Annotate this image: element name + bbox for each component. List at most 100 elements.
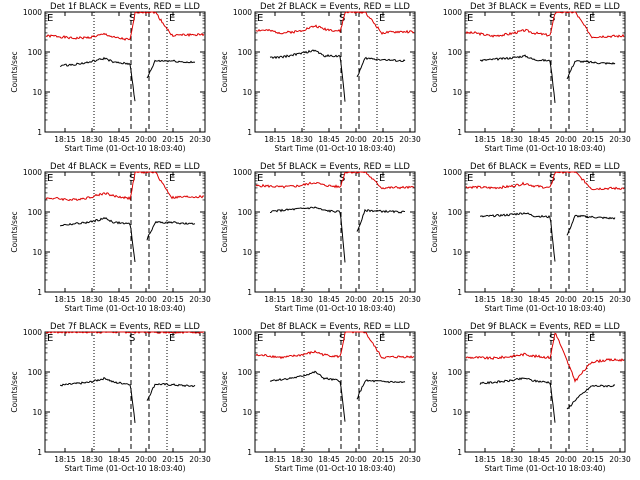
event-marker-label: E (169, 173, 175, 184)
events-series-line (479, 54, 616, 103)
x-tick-label: 18:15 (264, 455, 286, 464)
detector-panel-5: Det 5f BLACK = Events, RED = LLD 1 10 100 10… (220, 162, 421, 313)
y-tick-label: 10 (452, 408, 462, 417)
panel-title: Det 6f BLACK = Events, RED = LLD (470, 162, 620, 172)
y-tick-label: 1 (247, 448, 252, 457)
detector-panel-7: Det 7f BLACK = Events, RED = LLD 1 10 100 10… (10, 322, 211, 473)
x-tick-label: 18:30 (81, 455, 103, 464)
plot-frame (254, 331, 416, 453)
events-series-line (59, 376, 196, 423)
y-axis-label: Counts/sec (430, 371, 439, 412)
event-marker-label: E (379, 173, 385, 184)
panel-title: Det 2f BLACK = Events, RED = LLD (260, 2, 410, 12)
x-tick-label: 20:15 (582, 135, 604, 144)
y-axis-label: Counts/sec (10, 211, 19, 252)
y-tick-label: 1000 (233, 328, 252, 337)
event-marker-label: E (47, 13, 53, 24)
event-marker-label: E (47, 333, 53, 344)
lld-series-line (465, 332, 624, 383)
y-axis-label: Counts/sec (220, 211, 229, 252)
y-tick-label: 1000 (23, 328, 42, 337)
x-tick-label: 20:15 (372, 455, 394, 464)
x-tick-label: 18:30 (81, 135, 103, 144)
y-tick-label: 1 (247, 128, 252, 137)
y-tick-label: 1000 (233, 168, 252, 177)
x-tick-label: 18:30 (291, 135, 313, 144)
plot-frame (464, 331, 626, 453)
x-tick-label: 18:15 (264, 295, 286, 304)
lld-series-line (465, 171, 625, 191)
y-tick-label: 1 (37, 128, 42, 137)
panel-title: Det 8f BLACK = Events, RED = LLD (260, 322, 410, 332)
y-tick-label: 10 (452, 88, 462, 97)
y-tick-label: 100 (448, 368, 463, 377)
y-tick-label: 1000 (443, 168, 462, 177)
x-axis-label: Start Time (01-Oct-10 18:03:40) (484, 464, 605, 473)
plot-frame (44, 11, 206, 133)
y-tick-label: 10 (242, 408, 252, 417)
x-tick-label: 18:15 (54, 135, 76, 144)
x-tick-label: 18:15 (474, 135, 496, 144)
x-tick-label: 20:00 (135, 135, 157, 144)
x-axis-label: Start Time (01-Oct-10 18:03:40) (64, 144, 185, 153)
x-axis-label: Start Time (01-Oct-10 18:03:40) (64, 464, 185, 473)
x-tick-label: 18:45 (528, 135, 550, 144)
event-marker-label: E (169, 333, 175, 344)
y-tick-label: 100 (28, 368, 43, 377)
x-tick-label: 18:45 (528, 455, 550, 464)
event-marker-label: E (257, 13, 263, 24)
events-series-line (269, 206, 406, 263)
y-tick-label: 1000 (443, 8, 462, 17)
x-tick-label: 18:45 (528, 295, 550, 304)
event-marker-label: S (129, 13, 135, 24)
x-tick-label: 18:45 (108, 135, 130, 144)
plot-frame (44, 171, 206, 293)
x-tick-label: 20:30 (189, 295, 211, 304)
detector-panel-4: Det 4f BLACK = Events, RED = LLD 1 10 100 10… (10, 162, 211, 313)
event-marker-label: S (549, 13, 555, 24)
x-tick-label: 20:00 (135, 295, 157, 304)
event-marker-label: S (339, 13, 345, 24)
y-tick-label: 1 (37, 448, 42, 457)
event-marker-label: S (339, 333, 345, 344)
event-marker-label: S (549, 333, 555, 344)
x-tick-label: 18:45 (318, 455, 340, 464)
x-tick-label: 20:30 (189, 135, 211, 144)
x-tick-label: 20:00 (135, 455, 157, 464)
y-tick-label: 10 (32, 88, 42, 97)
x-tick-label: 20:15 (162, 295, 184, 304)
x-axis-label: Start Time (01-Oct-10 18:03:40) (64, 304, 185, 313)
events-series-line (479, 212, 616, 262)
detector-panel-2: Det 2f BLACK = Events, RED = LLD 1 10 100 10… (220, 2, 421, 153)
event-marker-label: S (129, 173, 135, 184)
plot-frame (254, 171, 416, 293)
lld-series-line (45, 171, 205, 202)
y-tick-label: 10 (242, 248, 252, 257)
event-marker-label: S (339, 173, 345, 184)
event-marker-label: E (467, 333, 473, 344)
y-tick-label: 100 (448, 208, 463, 217)
x-tick-label: 18:45 (108, 295, 130, 304)
y-axis-label: Counts/sec (430, 211, 439, 252)
y-tick-label: 100 (238, 368, 253, 377)
lld-series-line (45, 331, 204, 334)
y-axis-label: Counts/sec (220, 51, 229, 92)
panel-title: Det 4f BLACK = Events, RED = LLD (50, 162, 200, 172)
x-tick-label: 18:30 (501, 455, 523, 464)
x-tick-label: 20:30 (399, 295, 421, 304)
event-marker-label: E (379, 333, 385, 344)
events-series-line (479, 377, 616, 423)
lld-series-line (255, 11, 415, 35)
x-tick-label: 20:00 (345, 135, 367, 144)
event-marker-label: E (257, 173, 263, 184)
detector-panel-3: Det 3f BLACK = Events, RED = LLD 1 10 100 10… (430, 2, 631, 153)
event-marker-label: S (129, 333, 135, 344)
y-tick-label: 10 (242, 88, 252, 97)
panel-title: Det 3f BLACK = Events, RED = LLD (470, 2, 620, 12)
x-tick-label: 20:00 (345, 295, 367, 304)
x-tick-label: 18:45 (318, 295, 340, 304)
x-tick-label: 18:30 (291, 455, 313, 464)
event-marker-label: E (257, 333, 263, 344)
x-axis-label: Start Time (01-Oct-10 18:03:40) (274, 304, 395, 313)
